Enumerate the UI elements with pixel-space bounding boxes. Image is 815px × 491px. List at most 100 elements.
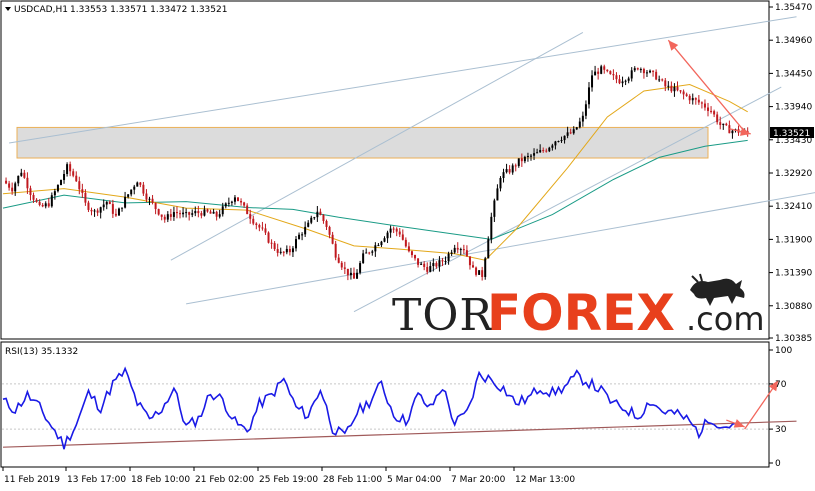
candle-body: [258, 224, 261, 228]
candle-body: [99, 207, 102, 213]
time-tick-label: 18 Feb 10:00: [131, 475, 190, 485]
rsi-tick-label: 30: [775, 425, 787, 435]
candle-body: [642, 69, 645, 74]
candle-body: [169, 214, 172, 217]
candle-body: [533, 153, 536, 156]
candle-body: [453, 247, 456, 253]
candle-body: [569, 132, 572, 134]
trend-line-upper-outer: [9, 16, 797, 144]
candle-body: [401, 234, 404, 240]
price-forecast-arrow: [667, 39, 751, 136]
candle-body: [337, 257, 340, 263]
time-tick-label: 13 Feb 17:00: [67, 475, 126, 485]
candle-body: [670, 85, 673, 92]
candle-body: [264, 228, 267, 233]
candle-body: [597, 71, 600, 74]
bull-logo-icon: [690, 273, 745, 306]
candle-body: [371, 251, 374, 253]
candle-body: [591, 75, 594, 88]
rsi-forecast-pullback-head: [733, 419, 745, 428]
candle-body: [84, 192, 87, 203]
candle-body: [75, 175, 78, 182]
price-tick-label: 1.31900: [775, 235, 812, 245]
candle-body: [346, 268, 349, 276]
candle-body: [117, 208, 120, 216]
main-chart-frame: [0, 0, 770, 340]
candle-body: [63, 173, 66, 181]
time-tick-label: 7 Mar 20:00: [451, 475, 506, 485]
candle-body: [517, 158, 520, 166]
candle-body: [386, 232, 389, 239]
candle-body: [304, 226, 307, 235]
candle-body: [218, 214, 221, 217]
rsi-forecast-up-head: [768, 380, 779, 392]
candle-body: [298, 234, 301, 240]
candle-body: [545, 150, 548, 152]
candle-body: [499, 178, 502, 189]
candle-body: [645, 72, 648, 74]
candle-body: [356, 272, 359, 279]
current-price-tag: [770, 127, 814, 138]
candle-body: [267, 232, 270, 243]
candle-body: [285, 248, 288, 253]
candle-body: [114, 213, 117, 216]
candle-body: [203, 209, 206, 216]
candle-body: [142, 184, 145, 194]
candle-body: [429, 266, 432, 272]
candle-body: [182, 212, 185, 215]
candle-body: [154, 202, 157, 210]
candle-body: [722, 123, 725, 126]
candle-body: [340, 262, 343, 268]
candle-body: [368, 252, 371, 254]
candle-body: [426, 266, 429, 272]
candle-body: [639, 69, 642, 71]
candle-body: [536, 152, 539, 154]
candle-body: [713, 111, 716, 115]
candle-body: [661, 79, 664, 81]
candle-body: [5, 180, 8, 184]
watermark-com: .com: [686, 300, 765, 338]
collapse-triangle-icon[interactable]: [5, 7, 11, 11]
resistance-zone: [16, 126, 709, 159]
candle-body: [450, 252, 453, 254]
candle-body: [420, 263, 423, 265]
candle-body: [148, 198, 151, 200]
candle-body: [224, 203, 227, 207]
candle-body: [685, 94, 688, 96]
candle-body: [609, 71, 612, 75]
candle-body: [130, 189, 133, 195]
candle-body: [56, 185, 59, 192]
torforex-watermark: TOR FOREX .com: [392, 273, 765, 342]
candle-body: [325, 220, 328, 227]
candle-body: [124, 196, 127, 208]
candle-body: [603, 66, 606, 70]
price-tick-label: 1.32920: [775, 169, 812, 179]
candle-body: [160, 214, 163, 217]
candle-body: [563, 135, 566, 141]
candle-body: [575, 127, 578, 130]
candle-body: [441, 260, 444, 262]
candle-body: [627, 78, 630, 81]
time-tick-label: 5 Mar 04:00: [387, 475, 442, 485]
candle-body: [102, 204, 105, 208]
candle-body: [710, 110, 713, 112]
candle-body: [404, 239, 407, 247]
candle-body: [307, 222, 310, 227]
candle-body: [505, 169, 508, 173]
candle-body: [179, 213, 182, 215]
candle-body: [587, 87, 590, 105]
candle-body: [87, 202, 90, 210]
candle-body: [209, 211, 212, 214]
candle-body: [383, 238, 386, 242]
watermark-forex: FOREX: [487, 284, 675, 342]
candle-body: [69, 164, 72, 172]
candle-body: [359, 263, 362, 273]
candle-body: [44, 203, 47, 207]
candle-body: [560, 140, 563, 142]
candle-body: [316, 211, 319, 218]
candle-body: [334, 243, 337, 258]
candle-body: [8, 183, 11, 188]
candle-body: [703, 103, 706, 108]
price-tick-label: 1.35470: [775, 3, 812, 13]
candle-body: [719, 122, 722, 126]
